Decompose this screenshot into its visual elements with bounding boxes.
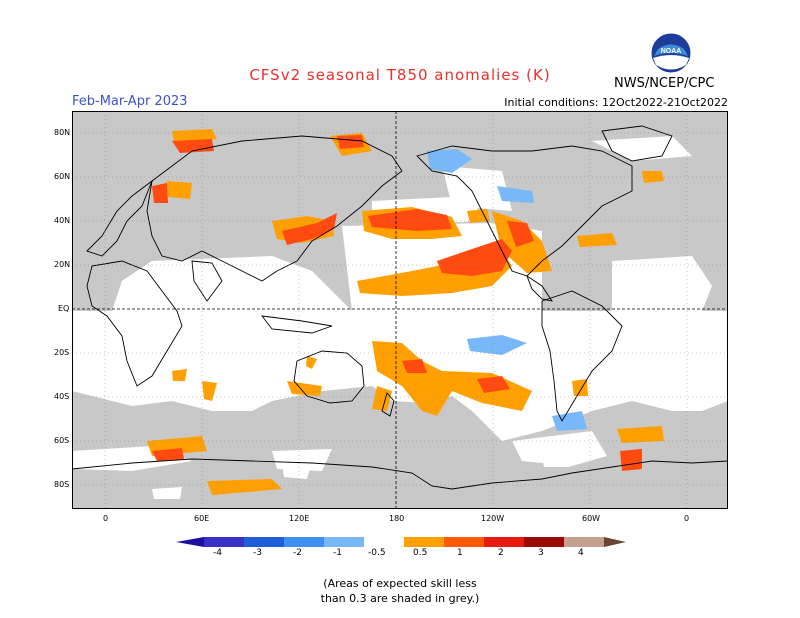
- colorbar-swatch: [204, 537, 244, 547]
- colorbar-swatch: [484, 537, 524, 547]
- colorbar-label: 0.5: [413, 548, 428, 558]
- lon-label: 0: [103, 514, 109, 523]
- lon-label: 180: [389, 514, 405, 523]
- colorbar-label: 4: [578, 548, 584, 558]
- lat-label: 80N: [54, 128, 71, 137]
- colorbar-label: -3: [253, 548, 262, 558]
- map-frame: [72, 111, 728, 509]
- colorbar-label: 2: [498, 548, 504, 558]
- lon-label: 0: [684, 514, 690, 523]
- colorbar-label: -1: [333, 548, 342, 558]
- colorbar-above-max-arrow: [604, 537, 626, 547]
- colorbar-swatch: [244, 537, 284, 547]
- lat-label: 40N: [54, 216, 71, 225]
- coastlines: [72, 125, 728, 490]
- colorbar-swatch: [324, 537, 364, 547]
- grid-lines: [72, 111, 728, 509]
- footnote: (Areas of expected skill less than 0.3 a…: [0, 576, 800, 606]
- colorbar-label: 3: [538, 548, 544, 558]
- negative-anomaly-regions: [427, 149, 587, 431]
- colorbar-label: -2: [293, 548, 302, 558]
- anomaly-1-to-2-regions: [152, 135, 642, 471]
- season-label: Feb-Mar-Apr 2023: [72, 94, 188, 109]
- lon-label: 60W: [582, 514, 601, 523]
- colorbar-swatch: [364, 537, 404, 547]
- initial-conditions-label: Initial conditions: 12Oct2022-21Oct2022: [504, 96, 728, 109]
- lat-label: 40S: [54, 392, 70, 401]
- lat-label: 20S: [54, 348, 70, 357]
- lon-label: 120E: [289, 514, 310, 523]
- lon-label: 120W: [481, 514, 505, 523]
- lat-label: 20N: [54, 260, 71, 269]
- colorbar-label: 1: [457, 548, 463, 558]
- lat-label: 60N: [54, 172, 71, 181]
- lat-label: 80S: [54, 480, 70, 489]
- colorbar-swatch: [524, 537, 564, 547]
- lat-label: 60S: [54, 436, 70, 445]
- colorbar: [176, 537, 626, 547]
- lat-label: EQ: [58, 304, 70, 313]
- svg-text:NOAA: NOAA: [661, 48, 682, 55]
- chart-title: CFSv2 seasonal T850 anomalies (K): [249, 66, 551, 84]
- lon-label: 60E: [194, 514, 210, 523]
- colorbar-swatch: [444, 537, 484, 547]
- footnote-line-2: than 0.3 are shaded in grey.): [320, 592, 480, 605]
- colorbar-swatch: [404, 537, 444, 547]
- noaa-logo-icon: NOAA: [650, 32, 692, 74]
- colorbar-label: -4: [213, 548, 222, 558]
- colorbar-label: -0.5: [368, 548, 386, 558]
- colorbar-swatch: [284, 537, 324, 547]
- colorbar-below-min-arrow: [176, 537, 204, 547]
- footnote-line-1: (Areas of expected skill less: [323, 577, 477, 590]
- agency-label: NWS/NCEP/CPC: [614, 76, 715, 91]
- colorbar-swatch: [564, 537, 604, 547]
- anomaly-map: [72, 111, 728, 509]
